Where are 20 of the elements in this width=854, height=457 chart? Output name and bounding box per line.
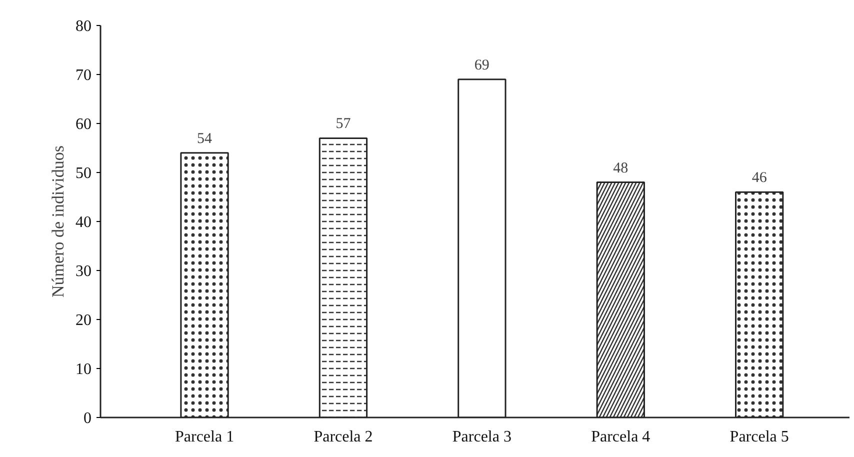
y-tick-label: 40	[76, 214, 92, 231]
data-label: 69	[474, 57, 490, 74]
y-tick-label: 30	[76, 263, 92, 280]
y-tick-label: 0	[84, 410, 92, 427]
x-tick-label: Parcela 3	[452, 428, 512, 446]
x-tick-label: Parcela 2	[314, 428, 373, 446]
y-tick-label: 20	[76, 312, 92, 329]
y-tick-label: 70	[76, 67, 92, 84]
y-tick-label: 80	[76, 18, 92, 35]
y-tick-label: 60	[76, 116, 92, 133]
y-axis-title: Número de individuos	[48, 145, 68, 298]
y-tick-label: 10	[76, 361, 92, 378]
x-tick-label: Parcela 5	[730, 428, 789, 446]
data-label: 48	[613, 160, 628, 176]
data-label: 46	[752, 170, 768, 186]
x-tick-label: Parcela 4	[591, 428, 650, 446]
y-tick-label: 50	[76, 165, 92, 182]
data-label: 57	[336, 116, 352, 132]
x-tick-label: Parcela 1	[174, 428, 234, 446]
data-label: 54	[197, 130, 213, 147]
